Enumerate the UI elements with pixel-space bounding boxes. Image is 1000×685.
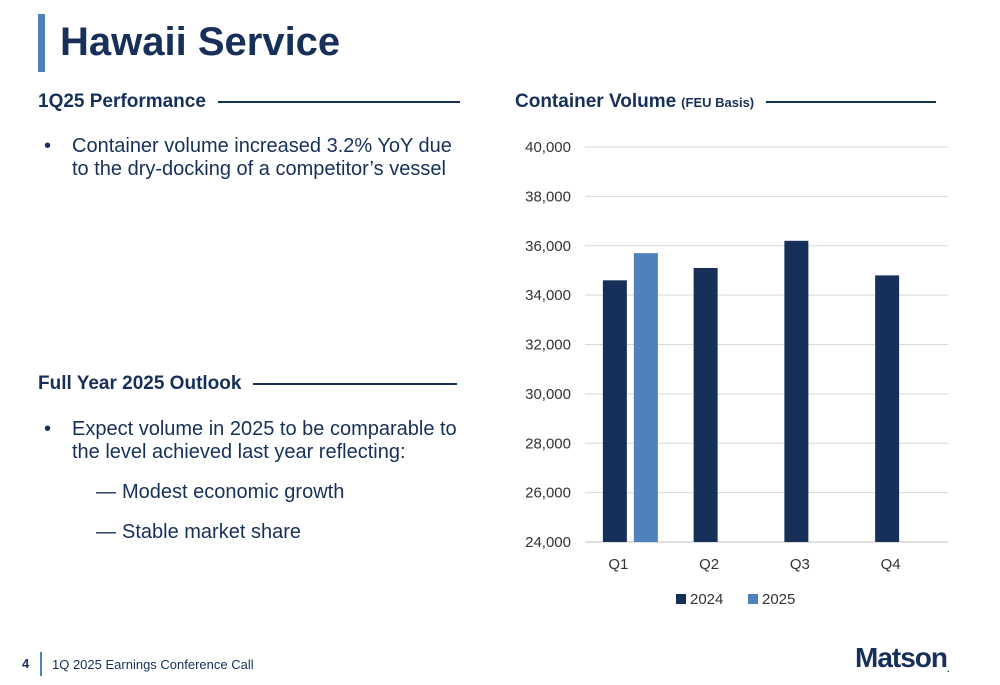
chart-subheading: (FEU Basis) (681, 94, 755, 110)
legend-swatch-2025 (748, 594, 758, 604)
y-tick-label: 38,000 (525, 188, 571, 205)
title-accent-bar (38, 14, 45, 72)
performance-heading-text: 1Q25 Performance (38, 91, 206, 112)
outlook-sub-bullet-text: Modest economic growth (122, 481, 345, 503)
outlook-heading-text: Full Year 2025 Outlook (38, 373, 242, 394)
y-tick-label: 28,000 (525, 435, 571, 452)
performance-bullets: • Container volume increased 3.2% YoY du… (44, 135, 474, 181)
bar-2024-q1 (602, 280, 627, 542)
bar-2025-q1 (633, 253, 658, 542)
matson-logo: Matson. (855, 642, 949, 674)
logo-mark: . (947, 664, 949, 674)
page-title: Hawaii Service (60, 20, 341, 64)
outlook-sub-bullet-text: Stable market share (122, 521, 301, 543)
outlook-bullet-text: Expect volume in 2025 to be comparable t… (72, 418, 457, 463)
outlook-heading-rule (253, 383, 458, 385)
outlook-bullets: • Expect volume in 2025 to be comparable… (44, 418, 464, 544)
logo-text: Matson (855, 642, 948, 673)
legend-label: 2024 (690, 591, 723, 608)
footer-divider (40, 652, 42, 676)
legend-swatch-2024 (676, 594, 686, 604)
outlook-bullet: • Expect volume in 2025 to be comparable… (44, 418, 464, 464)
y-tick-label: 26,000 (525, 485, 571, 502)
bar-2024-q4 (875, 275, 900, 542)
y-tick-label: 34,000 (525, 287, 571, 304)
x-tick-label: Q3 (790, 556, 810, 573)
x-tick-label: Q2 (699, 556, 719, 573)
y-tick-label: 36,000 (525, 238, 571, 255)
sub-bullet-dash: — (96, 481, 116, 503)
chart-heading-rule (766, 101, 937, 103)
performance-bullet-text: Container volume increased 3.2% YoY due … (72, 135, 452, 180)
bullet-dot: • (44, 418, 52, 440)
page-number: 4 (22, 656, 30, 671)
bar-2024-q2 (693, 267, 718, 542)
outlook-sub-bullet: — Stable market share (96, 521, 464, 544)
bullet-dot: • (44, 135, 52, 157)
y-tick-label: 40,000 (525, 139, 571, 156)
outlook-sub-bullet: — Modest economic growth (96, 481, 464, 504)
x-tick-label: Q1 (608, 556, 628, 573)
performance-heading: 1Q25 Performance (38, 91, 460, 113)
performance-bullet: • Container volume increased 3.2% YoY du… (44, 135, 474, 181)
y-tick-label: 30,000 (525, 386, 571, 403)
bar-2024-q3 (784, 240, 809, 542)
legend-label: 2025 (762, 591, 795, 608)
container-volume-chart: 24,000 26,000 28,000 30,000 32,000 34,000 36,0… (525, 139, 948, 608)
x-tick-label: Q4 (881, 556, 901, 573)
y-tick-label: 24,000 (525, 534, 571, 551)
performance-heading-rule (217, 101, 460, 103)
sub-bullet-dash: — (96, 521, 116, 543)
outlook-heading: Full Year 2025 Outlook (38, 373, 458, 395)
footer-text: 1Q 2025 Earnings Conference Call (52, 657, 254, 672)
chart-heading: Container Volume (FEU Basis) (515, 91, 937, 113)
chart-heading-text: Container Volume (515, 91, 677, 112)
y-tick-label: 32,000 (525, 337, 571, 354)
